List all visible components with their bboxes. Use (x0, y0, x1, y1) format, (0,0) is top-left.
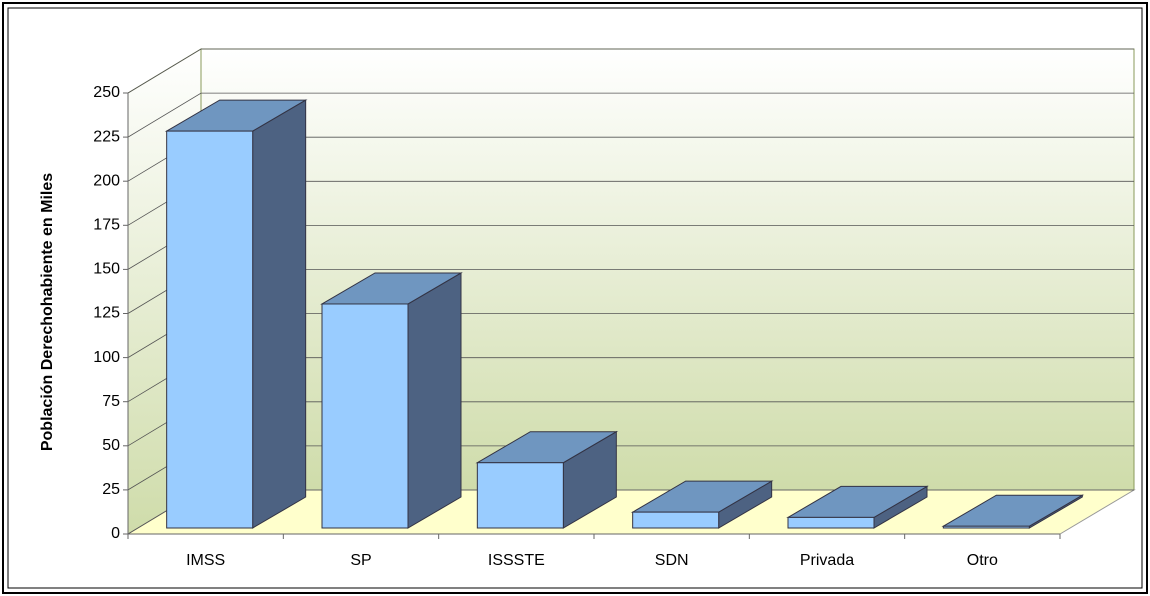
y-tick-label: 75 (102, 393, 120, 410)
plot-area: 0 25 50 75 100 125 150 175 200 225 250 IMSS SP ISSSTE… (93, 48, 1136, 569)
y-tick-label: 50 (102, 437, 120, 454)
x-tick-label: SP (350, 552, 371, 569)
bar (941, 494, 1085, 529)
x-tick-label: IMSS (186, 552, 225, 569)
x-tick-label: Privada (800, 552, 854, 569)
y-tick-label: 150 (93, 261, 120, 278)
frame-inner (7, 7, 1143, 589)
bar (630, 480, 774, 529)
x-tick-label: Otro (967, 552, 998, 569)
x-tick-label: ISSSTE (488, 552, 545, 569)
bar-front (476, 462, 564, 529)
y-tick-label: 100 (93, 349, 120, 366)
bar-front (942, 525, 1030, 529)
y-tick-label: 225 (93, 128, 120, 145)
y-axis-label: Población Derechohabiente en Miles (39, 173, 56, 451)
bar-front (166, 130, 254, 529)
bar (786, 485, 929, 529)
y-tick-label: 175 (93, 217, 120, 234)
bar (320, 272, 463, 529)
bar-side (252, 99, 307, 529)
bar-front (321, 303, 409, 529)
y-tick-label: 250 (93, 84, 120, 101)
y-tick-label: 125 (93, 305, 120, 322)
bar (164, 99, 308, 529)
x-tick-label: SDN (655, 552, 689, 569)
bar-front (787, 516, 875, 529)
grid-line (127, 48, 1134, 94)
bar (475, 430, 619, 529)
bar-side (407, 272, 462, 529)
bar-front (632, 511, 720, 529)
y-tick-label: 25 (102, 481, 120, 498)
y-tick-label: 0 (111, 525, 120, 542)
y-tick-label: 200 (93, 172, 120, 189)
grid-line (127, 92, 1134, 138)
